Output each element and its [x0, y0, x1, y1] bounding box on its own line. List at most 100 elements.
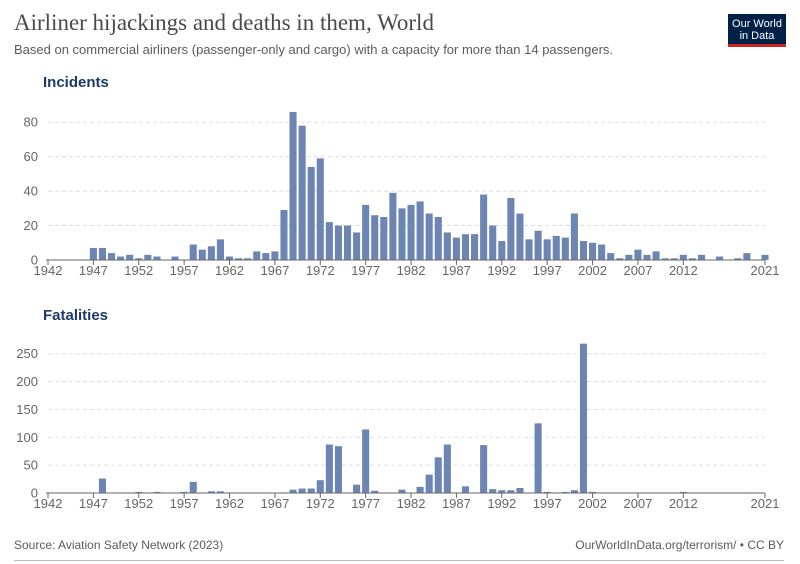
- fatalities-x-tick-label: 1967: [260, 496, 289, 511]
- fatalities-bar: [579, 343, 588, 493]
- incidents-x-tick-label: 1972: [306, 263, 335, 278]
- incidents-bar: [189, 244, 197, 260]
- fatalities-x-tick-label: 1987: [442, 496, 471, 511]
- incidents-y-tick-label: 60: [24, 149, 38, 164]
- incidents-bar: [153, 256, 161, 260]
- incidents-bar: [171, 256, 179, 260]
- incidents-bar: [534, 230, 542, 260]
- incidents-bar: [89, 247, 97, 260]
- incidents-bar: [425, 213, 433, 260]
- incidents-bar: [371, 215, 379, 260]
- incidents-bar: [434, 216, 442, 260]
- fatalities-bar: [489, 489, 497, 493]
- fatalities-x-tick-label: 1992: [487, 496, 516, 511]
- incidents-y-tick-label: 0: [31, 253, 38, 268]
- incidents-bar: [489, 225, 497, 260]
- owid-logo[interactable]: Our World in Data: [728, 14, 786, 47]
- fatalities-x-tick-label: 1952: [124, 496, 153, 511]
- incidents-bar: [507, 198, 515, 260]
- fatalities-bar: [334, 446, 342, 493]
- incidents-bar: [598, 244, 606, 260]
- incidents-x-tick-label: 1992: [487, 263, 516, 278]
- fatalities-bar: [534, 423, 542, 493]
- fatalities-y-tick-label: 50: [24, 458, 38, 473]
- fatalities-bar: [207, 491, 215, 493]
- incidents-bar: [716, 256, 724, 260]
- credit-link[interactable]: OurWorldInData.org/terrorism/ • CC BY: [575, 538, 784, 552]
- fatalities-bar: [679, 491, 687, 493]
- incidents-bar: [144, 254, 152, 260]
- fatalities-x-tick-label: 1957: [170, 496, 199, 511]
- incidents-bar: [661, 258, 669, 260]
- incidents-bar: [688, 258, 696, 260]
- fatalities-bar: [298, 488, 306, 493]
- fatalities-bar: [189, 481, 197, 493]
- incidents-bar: [761, 254, 769, 260]
- incidents-bar: [235, 258, 243, 260]
- footer-rule: [14, 560, 784, 561]
- incidents-bar: [307, 167, 315, 260]
- incidents-x-tick-label: 1977: [351, 263, 380, 278]
- fatalities-bar: [425, 474, 433, 493]
- incidents-panel-title: Incidents: [43, 74, 109, 91]
- fatalities-bar: [180, 491, 188, 493]
- incidents-bar: [316, 158, 324, 260]
- incidents-bar: [262, 253, 270, 260]
- incidents-bar: [343, 225, 352, 260]
- incidents-x-tick-label: 1957: [170, 263, 199, 278]
- incidents-bar: [198, 249, 206, 260]
- incidents-bar: [643, 254, 651, 260]
- incidents-bar: [126, 254, 134, 260]
- incidents-bar: [98, 247, 106, 260]
- incidents-bar: [516, 213, 524, 260]
- fatalities-x-tick-label: 2002: [578, 496, 607, 511]
- incidents-bar: [271, 251, 279, 260]
- fatalities-bar: [570, 490, 578, 493]
- incidents-x-tick-label: 1982: [397, 263, 426, 278]
- fatalities-x-tick-label: 1972: [306, 496, 335, 511]
- incidents-bar: [280, 210, 288, 260]
- incidents-bar: [734, 258, 742, 260]
- incidents-bar: [225, 256, 234, 260]
- incidents-bar: [325, 222, 333, 260]
- incidents-bar: [679, 254, 687, 260]
- incidents-bar: [670, 258, 678, 260]
- incidents-x-tick-label: 2012: [669, 263, 698, 278]
- fatalities-bar: [153, 491, 161, 493]
- fatalities-bar: [135, 491, 143, 493]
- incidents-bar: [244, 258, 252, 260]
- incidents-bar: [743, 253, 751, 260]
- fatalities-y-tick-label: 250: [16, 346, 38, 361]
- fatalities-x-tick-label: 1947: [79, 496, 108, 511]
- fatalities-x-tick-label: 2007: [623, 496, 652, 511]
- fatalities-x-tick-label: 2021: [751, 496, 780, 511]
- incidents-x-tick-label: 1987: [442, 263, 471, 278]
- incidents-bar: [625, 254, 633, 260]
- fatalities-x-tick-label: 1977: [351, 496, 380, 511]
- incidents-bar: [362, 204, 370, 260]
- fatalities-bar: [480, 445, 488, 493]
- incidents-bar: [543, 239, 551, 260]
- incidents-x-tick-label: 1997: [533, 263, 562, 278]
- incidents-bar: [616, 258, 624, 260]
- incidents-bar: [589, 242, 597, 260]
- fatalities-x-tick-label: 2012: [669, 496, 698, 511]
- source-note: Source: Aviation Safety Network (2023): [14, 538, 224, 552]
- fatalities-bar: [371, 490, 379, 493]
- incidents-x-tick-label: 1967: [260, 263, 289, 278]
- fatalities-x-tick-label: 1942: [34, 496, 63, 511]
- incidents-bar: [416, 201, 424, 260]
- incidents-bar: [697, 254, 706, 260]
- incidents-bar: [353, 232, 361, 260]
- fatalities-bar: [461, 486, 470, 493]
- incidents-bar: [389, 192, 397, 260]
- incidents-bar: [480, 194, 488, 260]
- incidents-bar: [561, 237, 569, 260]
- incidents-x-tick-label: 2002: [578, 263, 607, 278]
- incidents-bar: [380, 216, 388, 260]
- fatalities-bar: [543, 491, 551, 493]
- incidents-bar: [107, 253, 116, 260]
- incidents-bar: [117, 256, 125, 260]
- fatalities-bar: [516, 487, 524, 493]
- incidents-x-tick-label: 2007: [623, 263, 652, 278]
